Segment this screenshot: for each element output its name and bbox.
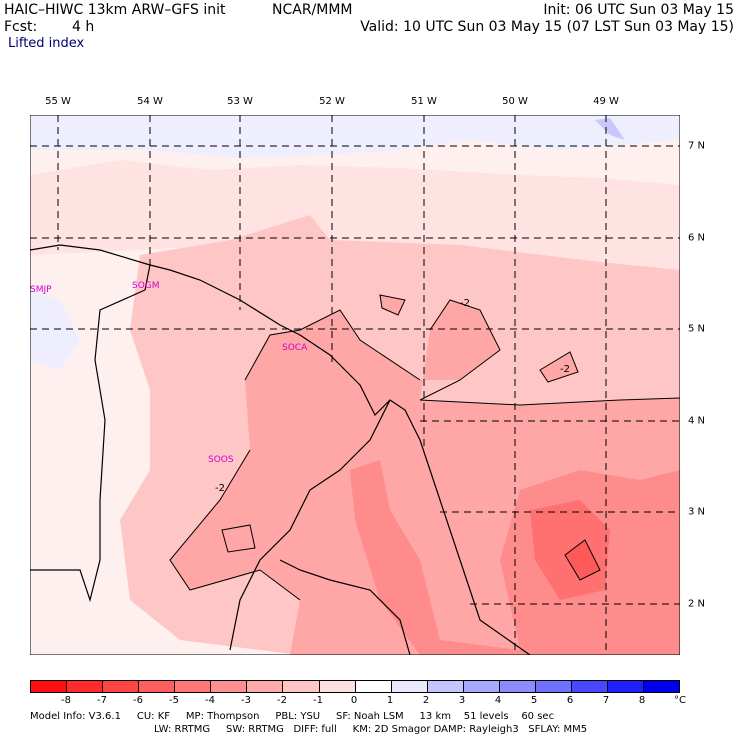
- colorbar-label: 4: [494, 695, 502, 706]
- shade-minus2-blob: [540, 352, 578, 382]
- colorbar-swatch: [499, 681, 536, 692]
- colorbar-label: -1: [313, 695, 323, 706]
- contour-minus2: [169, 449, 301, 601]
- model-info-line1: Model Info: V3.6.1 CU: KF MP: Thompson P…: [30, 711, 555, 722]
- colorbar-swatch: [535, 681, 572, 692]
- colorbar-swatch: [103, 681, 140, 692]
- lat-label: 4 N: [688, 415, 706, 427]
- colorbar-swatch: [463, 681, 500, 692]
- colorbar-label: 5: [530, 695, 538, 706]
- lat-label: 6 N: [688, 232, 706, 244]
- colorbar-label: -3: [241, 695, 251, 706]
- valid-time: Valid: 10 UTC Sun 03 May 15 (07 LST Sun …: [360, 19, 734, 35]
- lat-label: 2 N: [688, 598, 706, 610]
- lat-label: 3 N: [688, 506, 706, 518]
- shade-positive-band: [30, 115, 680, 158]
- colorbar-swatch: [67, 681, 104, 692]
- colorbar-swatch: [247, 681, 284, 692]
- shade-positive-small: [595, 118, 625, 140]
- shade-minus2-blob: [380, 295, 405, 315]
- contour-minus2: [539, 351, 579, 383]
- lon-label: 55 W: [45, 96, 71, 107]
- contour-minus4: [564, 539, 601, 581]
- station-label: SOGM: [132, 281, 160, 291]
- colorbar-swatch: [139, 681, 176, 692]
- contour-minus2: [244, 309, 421, 381]
- colorbar-label: 3: [458, 695, 466, 706]
- contour-minus4: [221, 524, 256, 553]
- field-name: Lifted index: [8, 36, 85, 51]
- shade-positive-west: [30, 290, 80, 370]
- colorbar-swatch: [644, 681, 680, 692]
- contour-minus2: [419, 299, 501, 401]
- station-label: SOOS: [208, 455, 234, 465]
- contour-minus2: [419, 397, 680, 406]
- colorbar-label: -2: [277, 695, 287, 706]
- colorbar-label: 1: [386, 695, 394, 706]
- colorbar-swatch: [175, 681, 212, 692]
- border: [229, 399, 391, 651]
- lon-label: 49 W: [593, 96, 619, 107]
- colorbar-swatch: [571, 681, 608, 692]
- lon-label: 50 W: [502, 96, 528, 107]
- border: [30, 264, 151, 603]
- contour-label: -2: [460, 298, 470, 309]
- fcst-value: 4 h: [72, 19, 95, 35]
- lat-label: 5 N: [688, 323, 706, 335]
- colorbar-label: -5: [169, 695, 179, 706]
- init-time: Init: 06 UTC Sun 03 May 15: [543, 2, 734, 18]
- colorbar-swatch: [211, 681, 248, 692]
- contour-label: -2: [215, 483, 225, 494]
- fcst-label: Fcst:: [4, 19, 38, 35]
- colorbar-label: 2: [422, 695, 430, 706]
- colorbar-label: 7: [602, 695, 610, 706]
- colorbar-unit: °C: [674, 695, 686, 706]
- lon-label: 53 W: [227, 96, 253, 107]
- colorbar-label: -7: [97, 695, 107, 706]
- colorbar-swatch: [283, 681, 320, 692]
- colorbar-label: 6: [566, 695, 574, 706]
- map-panel: SMJP SOGM SOCA SOOS -2 -2 -2: [30, 115, 680, 655]
- lat-label: 7 N: [688, 140, 706, 152]
- model-title: HAIC–HIWC 13km ARW–GFS init: [4, 2, 226, 18]
- lon-label: 51 W: [411, 96, 437, 107]
- colorbar-swatch: [427, 681, 464, 692]
- colorbar-label: 8: [638, 695, 646, 706]
- border: [279, 559, 411, 655]
- colorbar-label: 0: [350, 695, 358, 706]
- colorbar: [30, 680, 680, 693]
- model-info-line2: LW: RRTMG SW: RRTMG DIFF: full KM: 2D Sm…: [154, 724, 588, 735]
- colorbar-label: -6: [133, 695, 143, 706]
- shade-minus3: [350, 460, 680, 655]
- contour-minus2: [379, 294, 406, 316]
- lon-label: 52 W: [319, 96, 345, 107]
- colorbar-swatch: [608, 681, 645, 692]
- colorbar-swatch: [31, 681, 68, 692]
- colorbar-swatch: [391, 681, 428, 692]
- colorbar-label: -4: [205, 695, 215, 706]
- contour-label: -2: [560, 364, 570, 375]
- shade-minus5: [565, 540, 600, 580]
- colorbar-swatch: [355, 681, 392, 692]
- colorbar-swatch: [319, 681, 356, 692]
- station-label: SMJP: [30, 285, 52, 295]
- colorbar-label: -8: [61, 695, 71, 706]
- org-label: NCAR/MMM: [272, 2, 353, 18]
- station-label: SOCA: [282, 343, 308, 353]
- lon-label: 54 W: [137, 96, 163, 107]
